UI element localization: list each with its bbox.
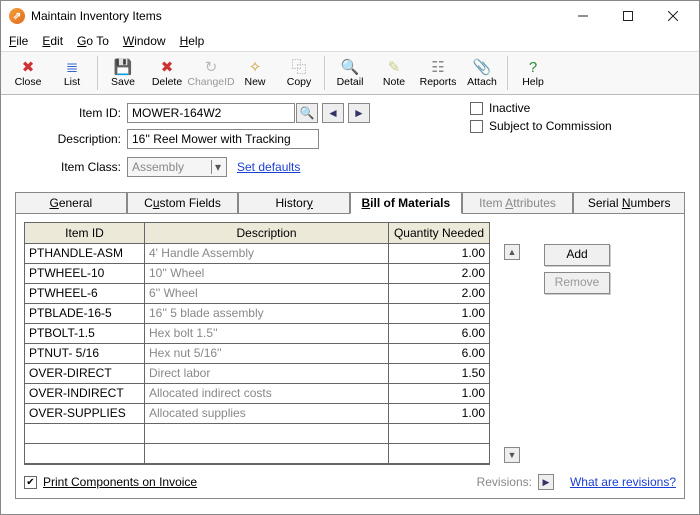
what-are-revisions-link[interactable]: What are revisions? — [570, 475, 676, 489]
table-row[interactable]: PTNUT- 5/16Hex nut 5/16''6.00 — [25, 344, 489, 364]
tab-serial-numbers[interactable]: Serial Numbers — [573, 192, 685, 214]
print-components-label: Print Components on Invoice — [43, 475, 197, 489]
table-row[interactable]: PTBOLT-1.5Hex bolt 1.5''6.00 — [25, 324, 489, 344]
tab-bill-of-materials[interactable]: Bill of Materials — [350, 192, 462, 214]
toolbar-close[interactable]: ✖Close — [7, 53, 49, 93]
toolbar-list[interactable]: ≣List — [51, 53, 93, 93]
title-bar: ⇗ Maintain Inventory Items — [1, 1, 699, 31]
toolbar-help[interactable]: ?Help — [512, 53, 554, 93]
class-combo[interactable]: Assembly — [127, 157, 227, 177]
toolbar-delete[interactable]: ✖Delete — [146, 53, 188, 93]
toolbar-detail[interactable]: 🔍Detail — [329, 53, 371, 93]
desc-label: Description: — [15, 132, 127, 146]
table-row[interactable] — [25, 444, 489, 464]
table-row[interactable]: PTHANDLE-ASM4' Handle Assembly1.00 — [25, 244, 489, 264]
tab-history[interactable]: History — [238, 192, 350, 214]
next-item-button[interactable]: ► — [348, 103, 370, 123]
menu-window[interactable]: Window — [123, 34, 166, 48]
table-row[interactable] — [25, 424, 489, 444]
toolbar-note[interactable]: ✎Note — [373, 53, 415, 93]
app-icon: ⇗ — [9, 8, 25, 24]
menu-edit[interactable]: Edit — [42, 34, 63, 48]
tab-general[interactable]: General — [15, 192, 127, 214]
scroll-down-button[interactable]: ▼ — [504, 447, 520, 463]
table-row[interactable]: OVER-DIRECTDirect labor1.50 — [25, 364, 489, 384]
toolbar-reports[interactable]: ☷Reports — [417, 53, 459, 93]
class-label: Item Class: — [15, 160, 127, 174]
itemid-label: Item ID: — [15, 106, 127, 120]
menu-goto[interactable]: Go To — [77, 34, 109, 48]
table-row[interactable]: OVER-INDIRECTAllocated indirect costs1.0… — [25, 384, 489, 404]
tabs-container: General Custom Fields History Bill of Ma… — [15, 191, 685, 499]
close-button[interactable] — [650, 2, 695, 30]
lookup-button[interactable]: 🔍 — [296, 103, 318, 123]
maximize-button[interactable] — [605, 2, 650, 30]
remove-button[interactable]: Remove — [544, 272, 610, 294]
set-defaults-link[interactable]: Set defaults — [237, 160, 300, 174]
commission-checkbox[interactable] — [470, 120, 483, 133]
minimize-button[interactable] — [560, 2, 605, 30]
tab-item-attributes[interactable]: Item Attributes — [462, 192, 574, 214]
inactive-checkbox[interactable] — [470, 102, 483, 115]
form-area: Item ID: 🔍 ◄ ► Description: Item Class: … — [1, 95, 699, 185]
col-header-quantity[interactable]: Quantity Needed — [389, 223, 489, 243]
col-header-itemid[interactable]: Item ID — [25, 223, 145, 243]
revisions-button[interactable]: ▶ — [538, 474, 554, 490]
table-row[interactable]: PTWHEEL-1010'' Wheel2.00 — [25, 264, 489, 284]
itemid-input[interactable] — [127, 103, 295, 123]
inactive-label: Inactive — [489, 101, 530, 115]
toolbar: ✖Close≣List💾Save✖Delete↻ChangeID✧New⿻Cop… — [1, 51, 699, 95]
window-title: Maintain Inventory Items — [31, 9, 560, 23]
bom-grid: Item ID Description Quantity Needed PTHA… — [24, 222, 490, 465]
toolbar-copy[interactable]: ⿻Copy — [278, 53, 320, 93]
table-row[interactable]: PTWHEEL-66'' Wheel2.00 — [25, 284, 489, 304]
commission-label: Subject to Commission — [489, 119, 612, 133]
scroll-up-button[interactable]: ▲ — [504, 244, 520, 260]
tab-panel: Item ID Description Quantity Needed PTHA… — [15, 213, 685, 499]
table-row[interactable]: OVER-SUPPLIESAllocated supplies1.00 — [25, 404, 489, 424]
col-header-description[interactable]: Description — [145, 223, 389, 243]
add-button[interactable]: Add — [544, 244, 610, 266]
prev-item-button[interactable]: ◄ — [322, 103, 344, 123]
toolbar-attach[interactable]: 📎Attach — [461, 53, 503, 93]
menu-file[interactable]: File — [9, 34, 28, 48]
menu-help[interactable]: Help — [180, 34, 205, 48]
print-components-checkbox[interactable]: ✔ — [24, 476, 37, 489]
menu-bar: File Edit Go To Window Help — [1, 31, 699, 51]
table-row[interactable]: PTBLADE-16-516'' 5 blade assembly1.00 — [25, 304, 489, 324]
toolbar-new[interactable]: ✧New — [234, 53, 276, 93]
tab-custom-fields[interactable]: Custom Fields — [127, 192, 239, 214]
toolbar-changeid[interactable]: ↻ChangeID — [190, 53, 232, 93]
revisions-label: Revisions: — [477, 475, 532, 489]
toolbar-save[interactable]: 💾Save — [102, 53, 144, 93]
desc-input[interactable] — [127, 129, 319, 149]
